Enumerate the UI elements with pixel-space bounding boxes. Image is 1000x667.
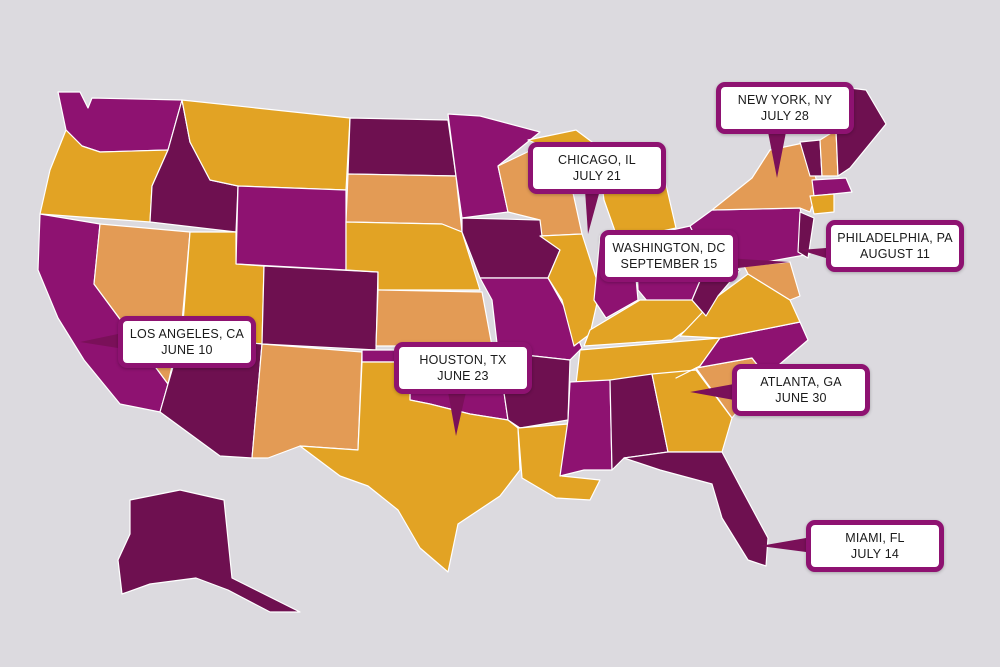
callout-date: JUNE 10 (161, 343, 213, 357)
state-wyoming (235, 185, 347, 271)
callout-atlanta: ATLANTA, GA JUNE 30 (732, 364, 870, 416)
state-new-mexico (251, 343, 363, 459)
callout-washington: WASHINGTON, DC SEPTEMBER 15 (600, 230, 738, 282)
callout-city: CHICAGO, IL (558, 153, 636, 167)
state-colorado (261, 265, 379, 351)
callout-pointers (80, 132, 826, 552)
state-georgia (651, 369, 733, 453)
state-florida (623, 451, 769, 567)
callout-city: ATLANTA, GA (760, 375, 842, 389)
state-new-york (711, 141, 819, 213)
callout-date: SEPTEMBER 15 (620, 257, 718, 271)
pin-los-angeles (80, 334, 118, 348)
callout-date: JULY 28 (760, 109, 810, 123)
state-alaska (117, 489, 301, 613)
callout-date: JULY 14 (850, 547, 900, 561)
callout-city: PHILADELPHIA, PA (837, 231, 953, 245)
callout-date: JUNE 30 (775, 391, 827, 405)
callout-city: MIAMI, FL (845, 531, 905, 545)
pin-atlanta (690, 384, 734, 400)
state-massachusetts (811, 177, 853, 197)
callout-date: AUGUST 11 (859, 247, 931, 261)
callout-houston: HOUSTON, TX JUNE 23 (394, 342, 532, 394)
callout-city: HOUSTON, TX (419, 353, 507, 367)
state-new-hampshire (819, 129, 839, 177)
callout-date: JUNE 23 (437, 369, 489, 383)
pin-new-york (768, 132, 786, 178)
pin-washington (726, 258, 790, 268)
callout-city: LOS ANGELES, CA (129, 327, 245, 341)
state-new-jersey (797, 211, 815, 259)
state-north-dakota (347, 117, 457, 177)
state-texas (299, 361, 521, 573)
callout-new-york: NEW YORK, NY JULY 28 (716, 82, 854, 134)
state-connecticut (809, 193, 835, 215)
state-nebraska (345, 221, 481, 291)
state-kansas (375, 289, 493, 347)
callout-miami: MIAMI, FL JULY 14 (806, 520, 944, 572)
callout-city: NEW YORK, NY (737, 93, 833, 107)
pin-houston (448, 392, 466, 436)
pin-philadelphia (800, 248, 826, 258)
state-illinois (539, 233, 601, 347)
callout-los-angeles: LOS ANGELES, CA JUNE 10 (118, 316, 256, 368)
pin-chicago (585, 190, 600, 234)
callout-city: WASHINGTON, DC (612, 241, 726, 255)
callout-chicago: CHICAGO, IL JULY 21 (528, 142, 666, 194)
callout-date: JULY 21 (572, 169, 622, 183)
callout-philadelphia: PHILADELPHIA, PA AUGUST 11 (826, 220, 964, 272)
pin-miami (760, 538, 806, 552)
